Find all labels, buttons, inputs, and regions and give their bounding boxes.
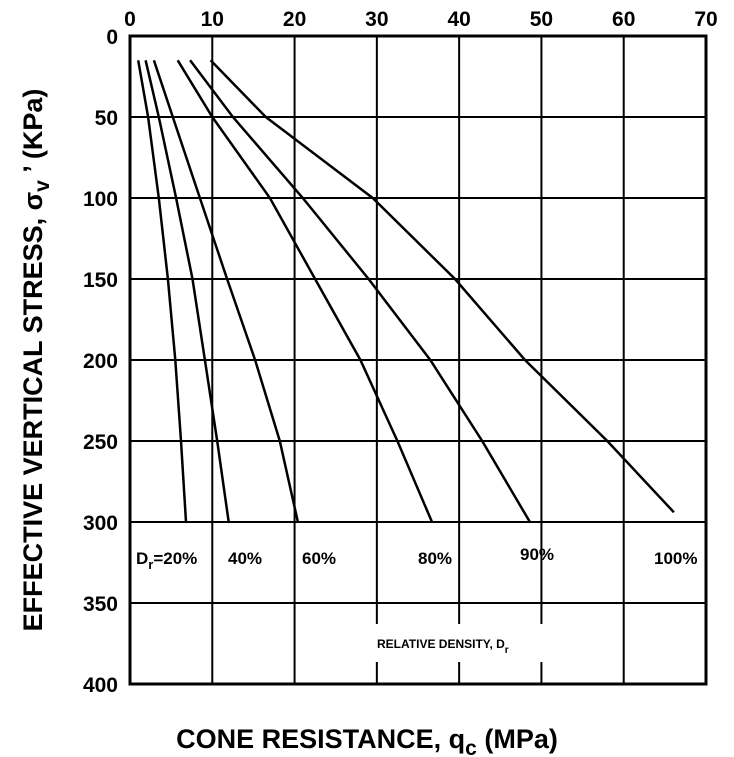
series-label-prefix-sub: r (148, 557, 153, 572)
plot-border (128, 34, 708, 686)
y-tick-label: 350 (83, 593, 118, 616)
y-tick-label: 400 (83, 674, 118, 697)
x-tick-label: 70 (694, 8, 717, 31)
series-label: 40% (228, 549, 262, 568)
annotation: RELATIVE DENSITY, Dr (377, 637, 509, 656)
curve (189, 59, 531, 523)
series-label-name: 90% (520, 545, 554, 564)
curve (144, 60, 230, 523)
curve (209, 59, 675, 514)
y-tick-label: 50 (95, 107, 118, 130)
series-label: 60% (302, 549, 336, 568)
y-tick-label: 250 (83, 431, 118, 454)
x-tick-label: 0 (124, 8, 136, 31)
x-tick-label: 10 (201, 8, 224, 31)
y-title-main: EFFECTIVE VERTICAL STRESS, σ (18, 192, 48, 632)
series-label: 80% (418, 549, 452, 568)
y-tick-label: 0 (106, 26, 118, 49)
x-tick-label: 60 (612, 8, 635, 31)
series-label: 90% (520, 545, 554, 564)
x-tick-label: 40 (447, 8, 470, 31)
x-axis-title: CONE RESISTANCE, qc (MPa) (176, 724, 558, 757)
x-title-main: CONE RESISTANCE, q (176, 724, 465, 754)
series-label-prefix: D (136, 549, 148, 568)
annotation-main: RELATIVE DENSITY, D (377, 637, 505, 651)
y-axis-title: EFFECTIVE VERTICAL STRESS, σv ’ (KPa) (18, 89, 54, 632)
series-label-name: 60% (302, 549, 336, 568)
y-tick-label: 300 (83, 512, 118, 535)
series-label: 100% (654, 549, 697, 568)
x-title-sub: c (465, 737, 477, 757)
series-label-name: 100% (654, 549, 697, 568)
y-title-sub: v (31, 180, 54, 192)
x-tick-label: 20 (283, 8, 306, 31)
y-title-after: ’ (KPa) (18, 89, 48, 181)
series-label-name: 40% (228, 549, 262, 568)
curve (176, 59, 434, 523)
x-tick-label: 30 (365, 8, 388, 31)
curve (152, 59, 300, 523)
annotation-box (368, 624, 552, 662)
y-tick-label: 100 (83, 188, 118, 211)
series-label-name: 80% (418, 549, 452, 568)
y-tick-label: 150 (83, 269, 118, 292)
x-title-after: (MPa) (477, 724, 558, 754)
series-label-name: =20% (153, 549, 197, 568)
x-tick-label: 50 (530, 8, 553, 31)
y-tick-label: 200 (83, 350, 118, 373)
annotation-sub: r (505, 645, 509, 656)
series-label: Dr=20% (136, 549, 197, 572)
curve (136, 60, 188, 523)
